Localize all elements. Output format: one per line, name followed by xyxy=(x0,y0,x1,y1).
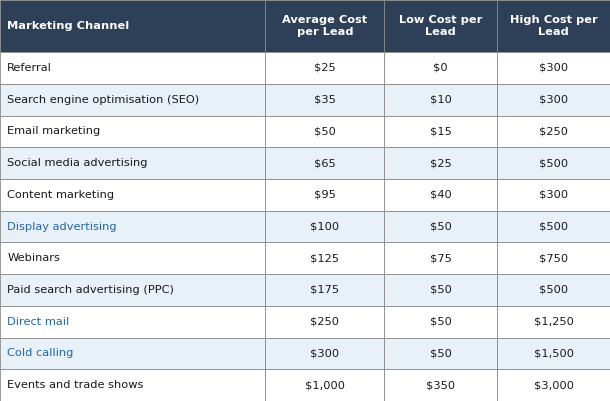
Bar xyxy=(497,0,610,52)
Text: $750: $750 xyxy=(539,253,568,263)
Bar xyxy=(497,338,610,369)
Bar xyxy=(384,179,497,211)
Bar xyxy=(497,147,610,179)
Text: $0: $0 xyxy=(434,63,448,73)
Bar xyxy=(0,274,265,306)
Text: $300: $300 xyxy=(539,190,568,200)
Text: $40: $40 xyxy=(430,190,451,200)
Bar xyxy=(384,84,497,115)
Text: Events and trade shows: Events and trade shows xyxy=(7,380,144,390)
Text: $50: $50 xyxy=(430,285,451,295)
Bar xyxy=(384,52,497,84)
Bar xyxy=(0,338,265,369)
Text: $3,000: $3,000 xyxy=(534,380,573,390)
Bar xyxy=(265,274,384,306)
Text: High Cost per
Lead: High Cost per Lead xyxy=(510,15,597,37)
Text: $50: $50 xyxy=(430,317,451,327)
Bar xyxy=(265,306,384,338)
Text: $50: $50 xyxy=(314,126,336,136)
Bar xyxy=(0,84,265,115)
Bar xyxy=(497,179,610,211)
Text: $500: $500 xyxy=(539,158,568,168)
Text: $75: $75 xyxy=(430,253,451,263)
Bar xyxy=(384,274,497,306)
Bar xyxy=(497,306,610,338)
Bar xyxy=(497,211,610,243)
Text: $35: $35 xyxy=(314,95,336,105)
Bar xyxy=(265,147,384,179)
Text: Direct mail: Direct mail xyxy=(7,317,70,327)
Text: Cold calling: Cold calling xyxy=(7,348,74,358)
Bar xyxy=(384,147,497,179)
Bar xyxy=(265,369,384,401)
Text: $300: $300 xyxy=(539,95,568,105)
Bar xyxy=(0,147,265,179)
Text: $65: $65 xyxy=(314,158,336,168)
Text: $50: $50 xyxy=(430,222,451,231)
Text: Referral: Referral xyxy=(7,63,52,73)
Bar xyxy=(497,243,610,274)
Text: Content marketing: Content marketing xyxy=(7,190,115,200)
Bar xyxy=(497,115,610,147)
Bar xyxy=(0,369,265,401)
Bar xyxy=(265,84,384,115)
Bar xyxy=(0,115,265,147)
Text: Search engine optimisation (SEO): Search engine optimisation (SEO) xyxy=(7,95,199,105)
Text: $175: $175 xyxy=(310,285,339,295)
Text: $300: $300 xyxy=(539,63,568,73)
Bar xyxy=(265,179,384,211)
Text: $1,000: $1,000 xyxy=(305,380,345,390)
Text: $50: $50 xyxy=(430,348,451,358)
Bar xyxy=(384,369,497,401)
Text: $500: $500 xyxy=(539,222,568,231)
Text: $1,250: $1,250 xyxy=(534,317,573,327)
Text: $250: $250 xyxy=(310,317,339,327)
Text: Display advertising: Display advertising xyxy=(7,222,117,231)
Text: Marketing Channel: Marketing Channel xyxy=(7,21,129,31)
Text: $15: $15 xyxy=(430,126,451,136)
Text: $95: $95 xyxy=(314,190,336,200)
Bar xyxy=(265,0,384,52)
Bar xyxy=(384,0,497,52)
Text: $1,500: $1,500 xyxy=(534,348,573,358)
Bar xyxy=(497,84,610,115)
Text: Average Cost
per Lead: Average Cost per Lead xyxy=(282,15,367,37)
Bar xyxy=(265,211,384,243)
Text: Low Cost per
Lead: Low Cost per Lead xyxy=(399,15,483,37)
Text: $25: $25 xyxy=(314,63,336,73)
Text: $125: $125 xyxy=(310,253,339,263)
Text: $250: $250 xyxy=(539,126,568,136)
Bar xyxy=(0,306,265,338)
Bar xyxy=(497,52,610,84)
Text: Email marketing: Email marketing xyxy=(7,126,101,136)
Bar xyxy=(497,369,610,401)
Bar xyxy=(265,115,384,147)
Bar xyxy=(384,306,497,338)
Text: $350: $350 xyxy=(426,380,455,390)
Bar xyxy=(265,52,384,84)
Text: Paid search advertising (PPC): Paid search advertising (PPC) xyxy=(7,285,174,295)
Text: Social media advertising: Social media advertising xyxy=(7,158,148,168)
Bar xyxy=(0,52,265,84)
Bar xyxy=(265,243,384,274)
Bar xyxy=(265,338,384,369)
Text: $100: $100 xyxy=(310,222,339,231)
Text: Webinars: Webinars xyxy=(7,253,60,263)
Bar xyxy=(384,211,497,243)
Text: $10: $10 xyxy=(430,95,451,105)
Bar xyxy=(0,211,265,243)
Bar xyxy=(497,274,610,306)
Bar xyxy=(384,338,497,369)
Text: $25: $25 xyxy=(430,158,451,168)
Bar xyxy=(384,115,497,147)
Text: $500: $500 xyxy=(539,285,568,295)
Bar xyxy=(0,243,265,274)
Bar xyxy=(0,0,265,52)
Text: $300: $300 xyxy=(310,348,339,358)
Bar xyxy=(384,243,497,274)
Bar xyxy=(0,179,265,211)
